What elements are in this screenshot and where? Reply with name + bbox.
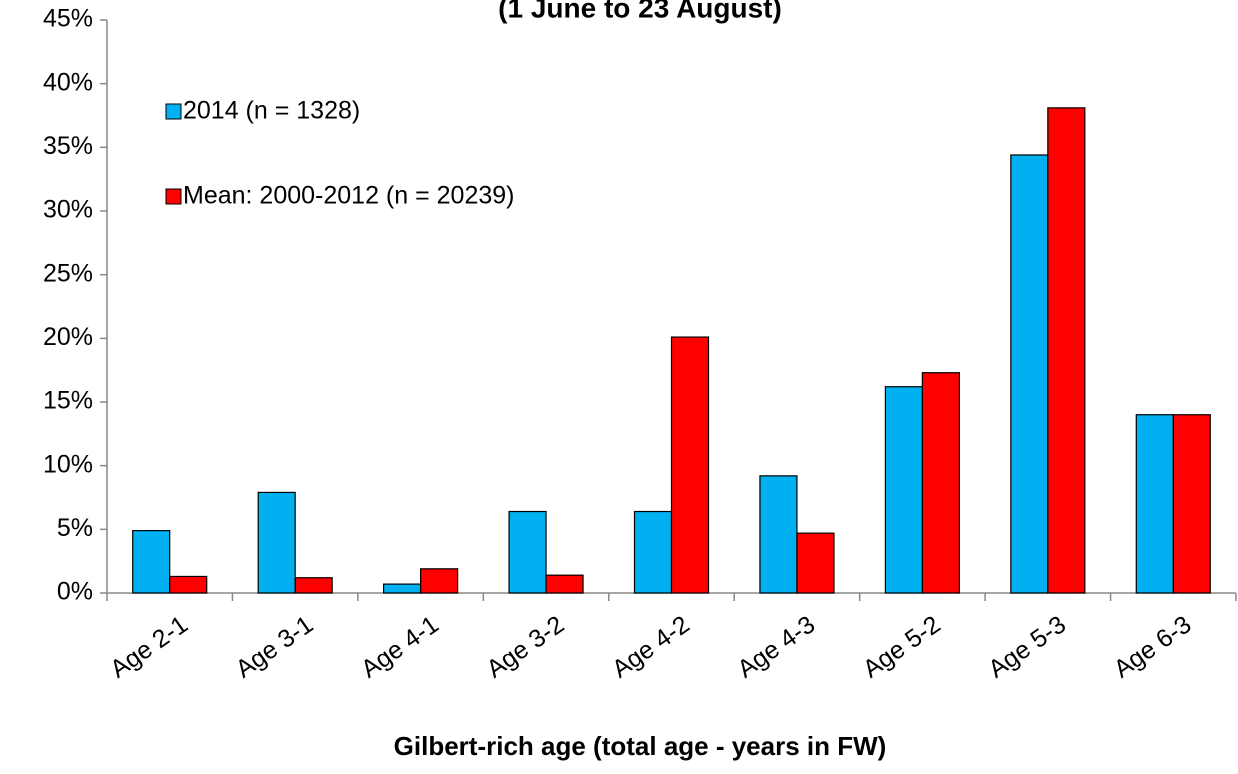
x-tick-label: Age 5-2 [858,610,946,683]
bar [1135,414,1174,594]
y-tick-label: 35% [43,132,93,160]
x-tick-label: Age 5-3 [983,610,1071,683]
bar [1172,414,1211,594]
bar [884,386,923,594]
legend-swatch [165,103,182,120]
bar [633,510,673,594]
y-tick-label: 20% [43,323,93,351]
y-tick-label: 45% [43,5,93,33]
bar [294,577,333,594]
bar [420,568,459,594]
legend-label: 2014 (n = 1328) [183,97,360,125]
y-tick-label: 15% [43,387,93,415]
x-tick-label: Age 3-1 [231,610,319,683]
y-tick-label: 0% [57,578,93,606]
x-tick-label: Age 4-1 [356,610,444,683]
x-tick-label: Age 2-1 [105,610,193,683]
x-tick-label: Age 4-3 [732,610,820,683]
y-tick-label: 10% [43,450,93,478]
bar [921,372,960,594]
bar [670,336,710,594]
y-tick-label: 30% [43,196,93,224]
y-tick-label: 5% [57,514,93,542]
bar [257,491,296,594]
bar [1047,107,1086,594]
y-tick-label: 25% [43,259,93,287]
bar [169,575,208,594]
chart-title: (1 June to 23 August) [498,0,782,23]
bar [796,532,835,594]
bar [545,574,584,594]
legend-label: Mean: 2000-2012 (n = 20239) [183,182,515,210]
legend-swatch [165,188,182,205]
x-tick-label: Age 6-3 [1109,610,1197,683]
x-tick-label: Age 3-2 [482,610,570,683]
x-axis-label: Gilbert-rich age (total age - years in F… [394,731,887,761]
y-tick-label: 40% [43,68,93,96]
bar [383,583,422,594]
bar [1010,154,1049,594]
x-tick-label: Age 4-2 [607,610,695,683]
bar [132,530,171,594]
bar [508,510,547,594]
bar [759,475,798,594]
